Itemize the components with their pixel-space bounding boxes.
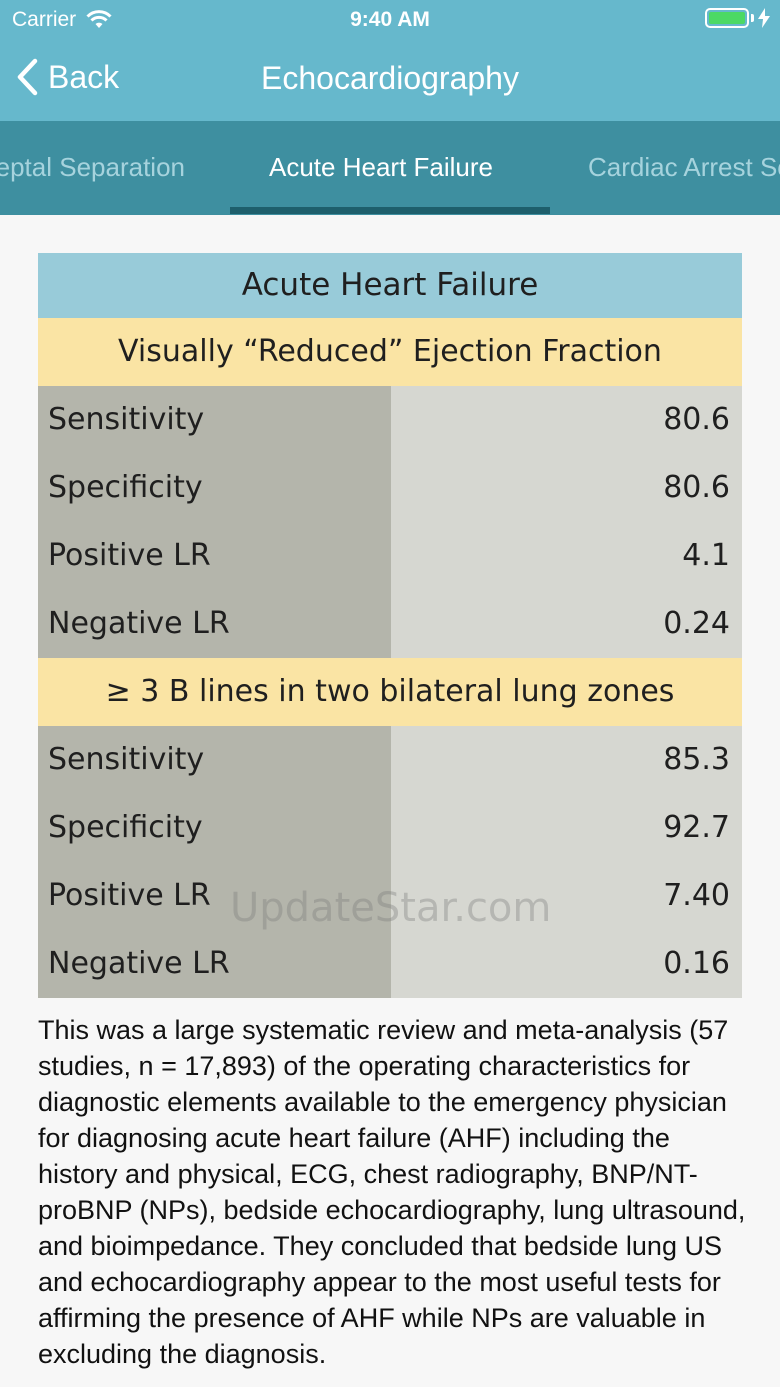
tab-cardiac-arrest[interactable]: Cardiac Arrest Sonography bbox=[588, 152, 780, 182]
table-row: Positive LR 4.1 bbox=[38, 522, 742, 590]
table-row: Positive LR 7.40 bbox=[38, 862, 742, 930]
active-tab-indicator bbox=[230, 207, 550, 214]
back-label: Back bbox=[48, 58, 120, 95]
section-header: Visually “Reduced” Ejection Fraction bbox=[38, 318, 742, 386]
row-label: Positive LR bbox=[38, 862, 391, 930]
description-text: This was a large systematic review and m… bbox=[38, 1015, 746, 1369]
row-label: Specificity bbox=[38, 794, 391, 862]
battery-icon bbox=[705, 8, 749, 28]
tab-septal-separation[interactable]: Mitral E-Point Septal Separation bbox=[0, 152, 185, 182]
row-label: Specificity bbox=[38, 454, 391, 522]
row-value: 85.3 bbox=[391, 726, 742, 794]
row-value: 0.16 bbox=[391, 930, 742, 998]
row-label: Negative LR bbox=[38, 590, 391, 658]
wifi-icon bbox=[86, 10, 112, 28]
navigation-bar: Back Echocardiography bbox=[0, 40, 780, 121]
topic-tabs: Mitral E-Point Septal Separation Acute H… bbox=[0, 121, 780, 215]
row-value: 80.6 bbox=[391, 386, 742, 454]
row-value: 4.1 bbox=[391, 522, 742, 590]
carrier-indicator: Carrier bbox=[12, 8, 112, 32]
row-label: Sensitivity bbox=[38, 726, 391, 794]
row-value: 92.7 bbox=[391, 794, 742, 862]
row-value: 80.6 bbox=[391, 454, 742, 522]
row-label: Sensitivity bbox=[38, 386, 391, 454]
row-value: 7.40 bbox=[391, 862, 742, 930]
carrier-label: Carrier bbox=[12, 8, 77, 31]
clock: 9:40 AM bbox=[350, 8, 430, 31]
tab-acute-heart-failure[interactable]: Acute Heart Failure bbox=[269, 152, 493, 182]
back-button[interactable]: Back bbox=[16, 58, 119, 96]
table-row: Specificity 80.6 bbox=[38, 454, 742, 522]
status-bar: Carrier 9:40 AM bbox=[0, 0, 780, 40]
row-label: Negative LR bbox=[38, 930, 391, 998]
chevron-left-icon bbox=[17, 58, 38, 96]
table-row: Sensitivity 80.6 bbox=[38, 386, 742, 454]
section-header: ≥ 3 B lines in two bilateral lung zones bbox=[38, 658, 742, 726]
table-row: Negative LR 0.24 bbox=[38, 590, 742, 658]
row-label: Positive LR bbox=[38, 522, 391, 590]
row-value: 0.24 bbox=[391, 590, 742, 658]
table-title: Acute Heart Failure bbox=[38, 253, 742, 318]
statistics-table: Acute Heart Failure Visually “Reduced” E… bbox=[38, 253, 742, 998]
battery-indicator bbox=[705, 8, 770, 28]
charging-bolt-icon bbox=[758, 8, 770, 28]
table-row: Sensitivity 85.3 bbox=[38, 726, 742, 794]
table-row: Specificity 92.7 bbox=[38, 794, 742, 862]
table-row: Negative LR 0.16 bbox=[38, 930, 742, 998]
content-area[interactable]: Acute Heart Failure Visually “Reduced” E… bbox=[0, 215, 780, 1387]
